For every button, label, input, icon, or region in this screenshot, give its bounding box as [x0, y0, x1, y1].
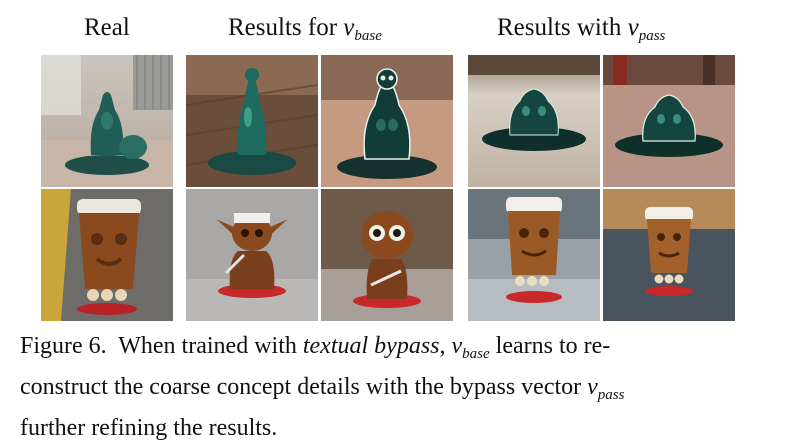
- caption-sub-1: base: [462, 346, 490, 362]
- caption-var-2: v: [587, 374, 598, 400]
- caption-sub-2: pass: [597, 387, 625, 403]
- image-pass-figurine-2: [603, 55, 735, 187]
- header-base-var: v: [343, 14, 355, 41]
- image-pass-figurine-1: [468, 55, 600, 187]
- caption-line-1: Figure 6. When trained with textual bypa…: [20, 330, 772, 371]
- header-real-label: Real: [84, 14, 130, 41]
- image-real-tiki-cup: [41, 189, 173, 321]
- caption-line-3: further refining the results.: [20, 415, 278, 441]
- header-results-base: Results for vbase: [228, 14, 382, 45]
- image-base-figurine-2: [321, 55, 453, 187]
- header-pass-prefix: Results with: [497, 14, 628, 41]
- image-pass-tiki-cup-1: [468, 189, 600, 321]
- caption-text-4: construct the coarse concept details wit…: [20, 374, 588, 400]
- header-results-pass: Results with vpass: [497, 14, 665, 45]
- image-pass-tiki-cup-2: [603, 189, 735, 321]
- caption-var-1: v: [451, 333, 463, 359]
- header-pass-sub: pass: [638, 28, 666, 44]
- caption-figure-label: Figure 6.: [20, 333, 107, 359]
- caption-emphasis: textual bypass: [302, 333, 440, 359]
- caption-text-3: learns to re-: [489, 333, 611, 359]
- header-base-sub: base: [354, 28, 382, 44]
- header-base-prefix: Results for: [228, 14, 344, 41]
- header-pass-var: v: [627, 14, 639, 41]
- image-base-figurine-1: [186, 55, 318, 187]
- caption-text-2: ,: [439, 333, 452, 359]
- image-base-goblin-1: [186, 189, 318, 321]
- image-real-figurine: [41, 55, 173, 187]
- figure-caption: Figure 6. When trained with textual bypa…: [20, 330, 772, 445]
- caption-line-2: construct the coarse concept details wit…: [20, 371, 772, 412]
- header-real: Real: [84, 14, 130, 42]
- image-base-goblin-2: [321, 189, 453, 321]
- caption-text-1: When trained with: [118, 333, 303, 359]
